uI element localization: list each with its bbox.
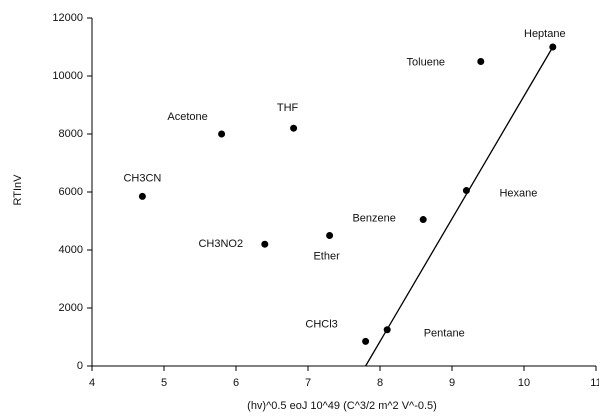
point-label: CH3CN [123,172,161,184]
point-label: CHCl3 [305,318,337,330]
point-label: Hexane [499,187,537,199]
fit-line [365,46,554,367]
y-tick-label: 2000 [59,302,83,314]
point [261,240,269,248]
point-label: Heptane [524,28,566,40]
y-axis-label: RTInV [12,174,24,206]
point [362,337,370,345]
y-tick-label: 0 [77,360,83,372]
x-tick-label: 11 [590,377,599,389]
x-tick-label: 10 [518,377,530,389]
y-tick-label: 8000 [59,128,83,140]
y-tick-label: 12000 [52,12,83,24]
point [218,130,226,138]
x-axis-label: (hv)^0.5 eoJ 10^49 (C^3/2 m^2 V^-0.5) [247,400,437,412]
point-label: Toluene [407,56,446,68]
x-tick-label: 4 [89,377,95,389]
point-label: Ether [313,250,340,262]
x-tick-label: 9 [449,377,455,389]
point-label: Benzene [352,212,395,224]
point [326,232,334,239]
point [419,216,427,224]
x-tick-label: 8 [377,377,383,389]
point [290,124,298,132]
x-tick-label: 5 [161,377,167,389]
x-tick-label: 6 [233,377,239,389]
point-label: Acetone [167,111,207,123]
point-label: THF [277,102,299,114]
y-tick-label: 4000 [59,244,83,256]
y-tick-label: 6000 [59,186,83,198]
point [477,58,485,65]
point [138,192,146,200]
x-tick-label: 7 [305,377,311,389]
y-tick-label: 10000 [52,70,83,82]
point-label: CH3NO2 [198,238,243,250]
point-label: Pentane [424,328,465,340]
